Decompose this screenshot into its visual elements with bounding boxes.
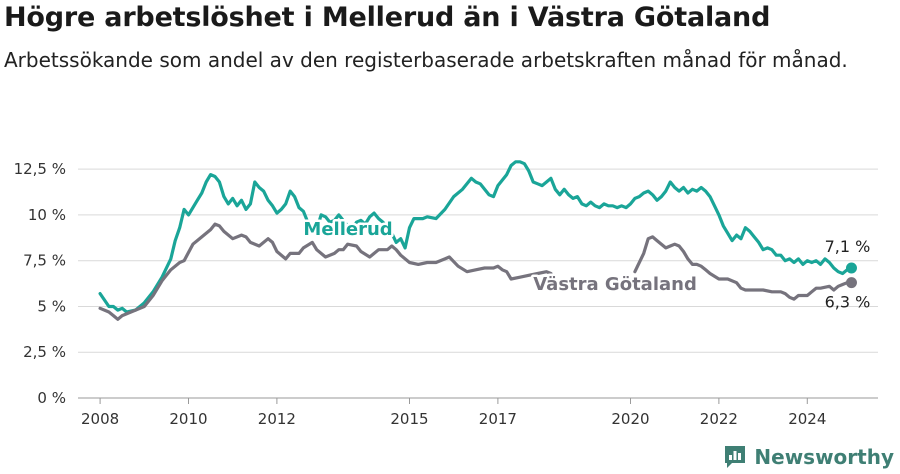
x-tick-label: 2012 [258,410,296,428]
y-tick-label: 5 % [37,297,66,315]
y-tick-label: 2,5 % [23,343,66,361]
series-end-marker [845,277,857,289]
series-end-value-label: 7,1 % [825,237,871,256]
series-end-value-label: 6,3 % [825,293,871,312]
x-tick-label: 2015 [390,410,428,428]
y-tick-label: 10 % [28,206,66,224]
y-tick-label: 7,5 % [23,252,66,270]
grid-lines [78,168,878,399]
brand-name: Newsworthy [754,445,894,469]
brand: Newsworthy [723,444,894,470]
chart-subtitle: Arbetssökande som andel av den registerb… [4,48,848,72]
x-tick-label: 2022 [700,410,738,428]
series-line-v-stra-g-taland [98,222,553,321]
y-tick-label: 0 % [37,389,66,407]
x-tick-label: 2008 [81,410,119,428]
series-lines [98,160,857,321]
series-labels: Mellerud Västra Götaland 7,1 % 6,3 % [301,217,871,312]
x-tick-label: 2020 [611,410,649,428]
x-tick-label: 2010 [169,410,207,428]
y-tick-label: 12,5 % [14,160,66,178]
x-tick-label: 2024 [788,410,826,428]
chart-title: Högre arbetslöshet i Mellerud än i Västr… [4,2,771,33]
series-line-mellerud [98,160,854,314]
newsworthy-logo-icon [725,446,746,468]
series-name-label: Mellerud [303,219,392,240]
series-name-label: Västra Götaland [533,274,697,295]
series-line-v-stra-g-taland [633,235,854,301]
series-end-marker [845,262,857,274]
axes: 0 % 2,5 % 5 % 7,5 % 10 % 12,5 % 2008 2010 2012 20… [14,160,827,428]
x-tick-label: 2017 [479,410,517,428]
